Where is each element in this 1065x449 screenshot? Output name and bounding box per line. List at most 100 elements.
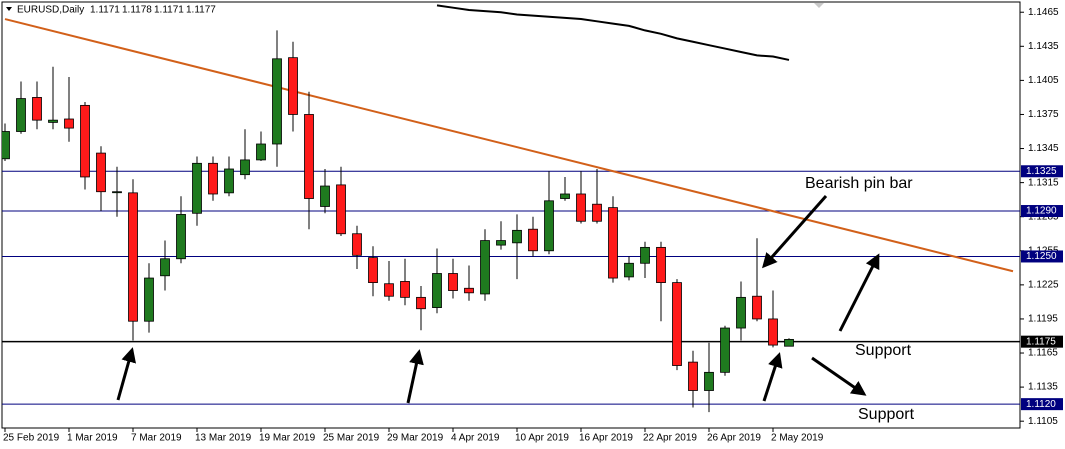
arrow bbox=[838, 253, 880, 332]
y-tick-label: 1.1195 bbox=[1028, 314, 1058, 325]
x-tick-label: 25 Feb 2019 bbox=[3, 433, 60, 444]
candle-body bbox=[2, 131, 10, 160]
arrows bbox=[116, 195, 880, 404]
candle-body bbox=[752, 295, 762, 320]
candle-body bbox=[80, 104, 90, 178]
candle-body bbox=[192, 162, 202, 214]
level-label: 1.1175 bbox=[1026, 336, 1056, 347]
y-tick-label: 1.1435 bbox=[1028, 41, 1059, 52]
y-tick-label: 1.1465 bbox=[1028, 7, 1059, 18]
low-value: 1.1171 bbox=[154, 5, 184, 16]
candle-body bbox=[240, 159, 250, 176]
candle-body bbox=[368, 257, 378, 283]
moving-average bbox=[436, 4, 790, 61]
candle-body bbox=[272, 58, 282, 145]
annotation: Support bbox=[855, 342, 912, 359]
level-label-box bbox=[1021, 165, 1063, 178]
high-value: 1.1178 bbox=[122, 5, 152, 16]
y-tick-label: 1.1345 bbox=[1028, 143, 1059, 154]
candle-body bbox=[304, 114, 314, 199]
trend-line bbox=[4, 18, 1014, 273]
candle-body bbox=[544, 200, 554, 252]
y-tick-label: 1.1135 bbox=[1028, 382, 1058, 393]
candle-body bbox=[400, 281, 410, 298]
y-tick-label: 1.1375 bbox=[1028, 109, 1059, 120]
candle-body bbox=[576, 193, 586, 222]
open-value: 1.1171 bbox=[90, 5, 120, 16]
level-label: 1.1325 bbox=[1026, 166, 1057, 177]
level-label-box bbox=[1021, 205, 1063, 218]
plot-area bbox=[1, 1, 1021, 429]
candle-body bbox=[656, 246, 666, 283]
candle-body bbox=[64, 118, 74, 129]
candle-body bbox=[160, 258, 170, 277]
candle-body bbox=[288, 57, 298, 115]
candle-body bbox=[32, 97, 42, 121]
candle-body bbox=[480, 240, 490, 295]
candle-body bbox=[624, 262, 634, 278]
x-tick-label: 2 May 2019 bbox=[771, 433, 824, 444]
menu-triangle[interactable] bbox=[6, 7, 12, 11]
arrow bbox=[762, 195, 828, 269]
candle-body bbox=[256, 143, 266, 161]
candle-body bbox=[672, 282, 682, 366]
x-tick-label: 7 Mar 2019 bbox=[131, 433, 182, 444]
axes: 1.1465 1.1435 1.1405 1.1375 1.1345 1.1315 1.12… bbox=[3, 7, 1063, 444]
candle-body bbox=[448, 273, 458, 291]
candle-body bbox=[560, 193, 570, 199]
candle-body bbox=[784, 338, 794, 347]
annotation: Bearish pin bar bbox=[805, 175, 913, 192]
candle-body bbox=[704, 371, 714, 391]
candle-body bbox=[112, 191, 122, 194]
level-label: 1.1290 bbox=[1026, 206, 1057, 217]
x-tick-label: 1 Mar 2019 bbox=[67, 433, 118, 444]
candle-body bbox=[208, 162, 218, 195]
candle-body bbox=[512, 229, 522, 244]
symbol: EURUSD,Daily bbox=[17, 5, 84, 16]
candle-body bbox=[16, 98, 26, 132]
level-label: 1.1120 bbox=[1026, 399, 1056, 410]
candle-body bbox=[320, 185, 330, 207]
candle-body bbox=[384, 283, 394, 297]
candle-body bbox=[432, 273, 442, 308]
x-tick-label: 25 Mar 2019 bbox=[323, 433, 380, 444]
candle-body bbox=[416, 296, 426, 310]
candle-body bbox=[640, 246, 650, 264]
level-label-box bbox=[1021, 250, 1063, 263]
candle-body bbox=[768, 318, 778, 346]
x-tick-label: 26 Apr 2019 bbox=[707, 433, 761, 444]
candle-body bbox=[592, 203, 602, 222]
candle-body bbox=[528, 228, 538, 252]
level-label-box bbox=[1021, 335, 1063, 348]
candle-body bbox=[720, 327, 730, 373]
close-value: 1.1177 bbox=[186, 5, 216, 16]
arrow bbox=[406, 349, 424, 404]
candle-body bbox=[688, 361, 698, 391]
x-tick-label: 22 Apr 2019 bbox=[643, 433, 697, 444]
candle-body bbox=[736, 296, 746, 329]
y-tick-label: 1.1105 bbox=[1028, 416, 1058, 427]
candle-body bbox=[352, 233, 362, 256]
x-tick-label: 4 Apr 2019 bbox=[451, 433, 500, 444]
level-label: 1.1250 bbox=[1026, 251, 1057, 262]
candle-body bbox=[144, 277, 154, 322]
arrow bbox=[762, 352, 783, 402]
x-tick-label: 29 Mar 2019 bbox=[387, 433, 444, 444]
candle-body bbox=[48, 119, 58, 123]
candle-body bbox=[464, 287, 474, 294]
shift-marker bbox=[814, 3, 824, 8]
plot-layer bbox=[2, 4, 1020, 413]
level-label-box bbox=[1021, 398, 1063, 411]
y-tick-label: 1.1315 bbox=[1028, 177, 1059, 188]
candle-body bbox=[96, 152, 106, 193]
header: EURUSD,Daily 1.1171 1.1178 1.1171 1.1177 bbox=[6, 5, 216, 16]
y-tick-label: 1.1405 bbox=[1028, 75, 1059, 86]
candle-body bbox=[224, 168, 234, 194]
candle-body bbox=[336, 184, 346, 235]
x-tick-label: 10 Apr 2019 bbox=[515, 433, 569, 444]
x-tick-label: 16 Apr 2019 bbox=[579, 433, 633, 444]
arrow bbox=[811, 356, 867, 396]
arrow bbox=[116, 347, 136, 401]
candle-body bbox=[128, 192, 138, 322]
